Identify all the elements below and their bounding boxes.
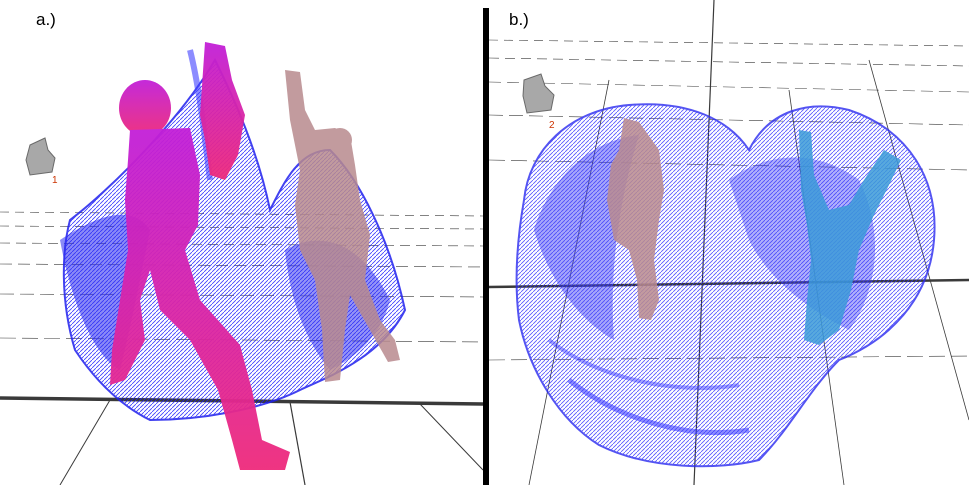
human-figure-left [607, 118, 664, 320]
panel-label-a: a.) [36, 10, 56, 29]
panel-b: 2 b.) [489, 0, 969, 485]
motion-volume-b [515, 103, 936, 468]
panel-label-b: b.) [509, 10, 529, 29]
human-figure-front [110, 42, 290, 470]
panel-a: 1 a.) [0, 0, 483, 485]
camera-marker-b: 2 [522, 73, 555, 131]
marker-label-b: 2 [549, 120, 555, 131]
human-figure-back [285, 70, 400, 382]
scene-a: 1 [0, 42, 483, 485]
camera-marker-a: 1 [25, 137, 58, 186]
scene-b: 2 [489, 0, 969, 485]
human-figure-right [799, 130, 901, 345]
marker-label-a: 1 [52, 175, 58, 186]
panel-divider [483, 8, 489, 485]
